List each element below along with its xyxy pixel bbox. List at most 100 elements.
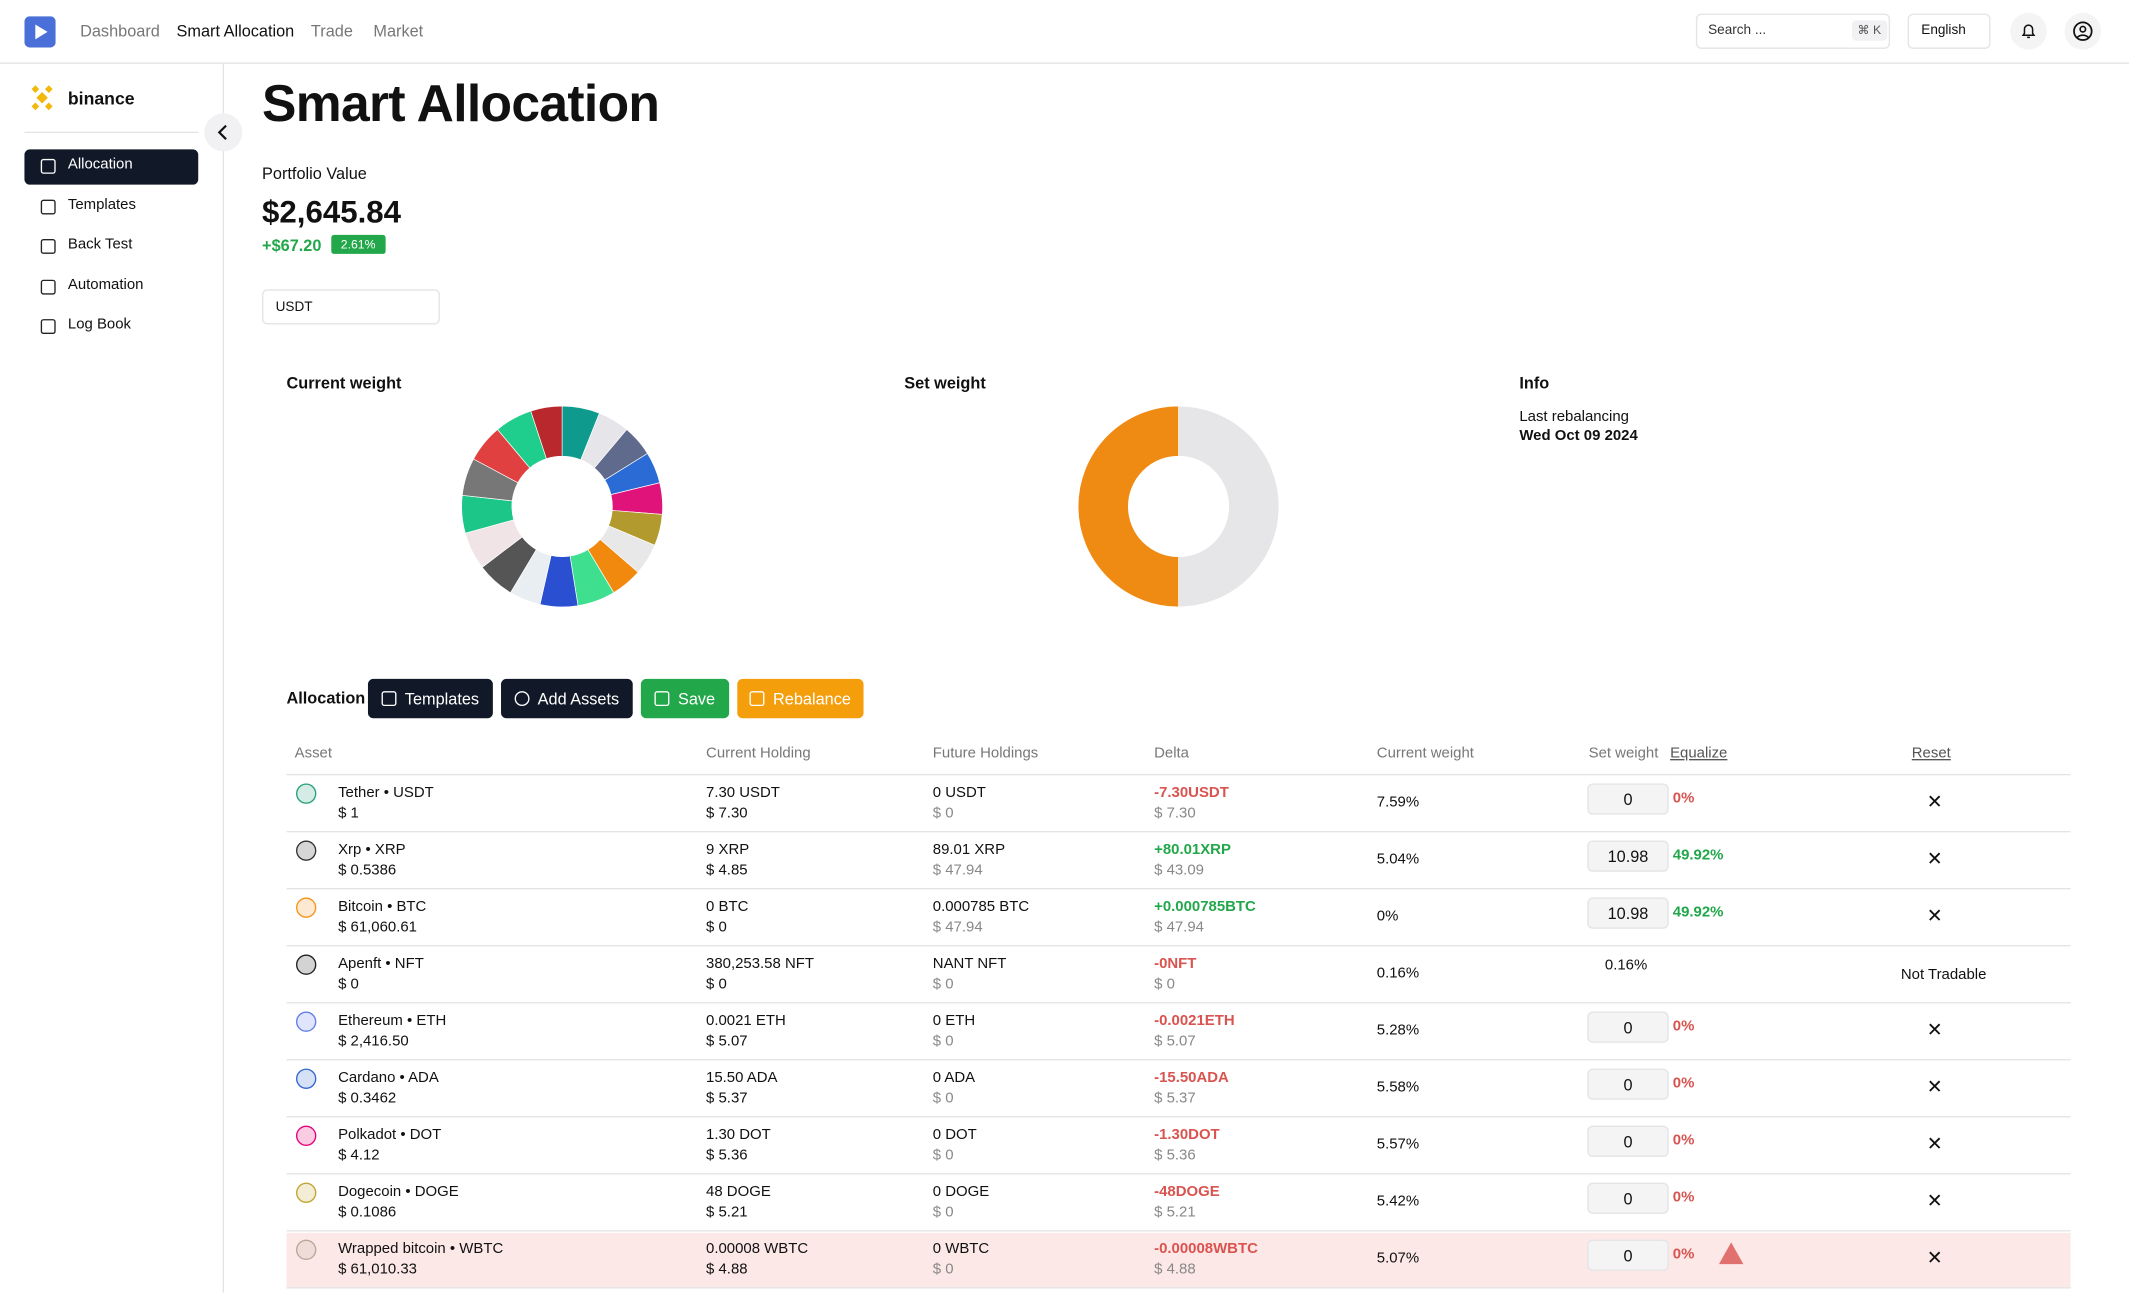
card-title: Current weight	[286, 373, 402, 393]
cell-secondary: $ 61,060.61	[338, 919, 418, 936]
currency-select[interactable]: USDT	[262, 289, 440, 325]
set-weight-pct: 0%	[1672, 1018, 1695, 1035]
button-label: Templates	[404, 689, 480, 709]
cell-secondary: $ 5.36	[1154, 1147, 1196, 1164]
column-header[interactable]: Equalize	[1670, 745, 1728, 762]
cell-secondary: $ 0.3462	[338, 1090, 397, 1107]
column-header[interactable]: Reset	[1911, 745, 1951, 762]
row-divider	[286, 1173, 2071, 1175]
button-icon	[654, 691, 670, 707]
currency-label: USDT	[275, 300, 313, 316]
donut-segment	[530, 405, 563, 460]
sidebar-link[interactable]: Automation	[67, 276, 144, 294]
sidebar-icon	[40, 238, 56, 254]
set-weight-input[interactable]: 10.98	[1587, 897, 1669, 929]
cell-secondary: $ 47.94	[932, 919, 983, 936]
cell-primary: -1.30DOT	[1154, 1126, 1220, 1144]
set-weight-input[interactable]: 0	[1587, 783, 1669, 815]
set-weight-input[interactable]: 0	[1587, 1182, 1669, 1214]
cell-secondary: $ 0	[706, 976, 727, 993]
search-box[interactable]: Search ... ⌘ K	[1695, 13, 1891, 49]
notifications-button[interactable]	[2010, 12, 2048, 50]
cell-secondary: $ 0	[932, 1090, 954, 1107]
button-label: Save	[677, 689, 716, 709]
remove-button[interactable]: ✕	[1926, 1246, 1943, 1269]
collapse-button[interactable]	[204, 113, 243, 152]
cell-primary: 0 ADA	[932, 1069, 976, 1087]
nav-link[interactable]: Dashboard	[80, 21, 160, 41]
nav-link[interactable]: Smart Allocation	[176, 21, 295, 41]
card	[1495, 358, 2095, 623]
row-divider	[286, 1059, 2071, 1061]
set-weight-text: 0.16%	[1604, 957, 1648, 974]
action-button[interactable]: Save	[640, 678, 730, 719]
action-button[interactable]: Templates	[367, 678, 493, 719]
cell-secondary: $ 0.1086	[338, 1204, 397, 1221]
remove-button[interactable]: ✕	[1926, 1132, 1943, 1155]
set-weight-input[interactable]: 0	[1587, 1011, 1669, 1043]
cell-secondary: $ 47.94	[1154, 919, 1204, 936]
portfolio-change: +$67.20	[262, 236, 322, 256]
cell-secondary: $ 0	[932, 805, 954, 822]
button-icon	[381, 691, 397, 707]
card-title: Info	[1519, 373, 1550, 393]
current-weight: 5.28%	[1376, 1022, 1420, 1039]
set-weight-pct: 0%	[1672, 790, 1695, 807]
column-header: Future Holdings	[932, 745, 1039, 762]
remove-button[interactable]: ✕	[1926, 790, 1943, 812]
sidebar-link[interactable]: Allocation	[67, 156, 133, 173]
user-button[interactable]	[2064, 12, 2102, 50]
sidebar-icon	[40, 279, 56, 295]
sidebar-active-bg	[24, 149, 199, 185]
sidebar-link[interactable]: Log Book	[67, 316, 132, 333]
set-weight-input[interactable]: 0	[1587, 1125, 1669, 1157]
cell-secondary: $ 4.85	[706, 862, 748, 879]
cell-secondary: $ 5.07	[706, 1033, 748, 1050]
action-button[interactable]: Add Assets	[501, 678, 633, 719]
cell-secondary: $ 5.07	[1154, 1033, 1196, 1050]
remove-button[interactable]: ✕	[1926, 1018, 1943, 1041]
current-weight: 5.07%	[1376, 1250, 1420, 1267]
sidebar-link[interactable]: Back Test	[67, 236, 133, 253]
cell-secondary: $ 0	[932, 976, 954, 993]
remove-button[interactable]: ✕	[1926, 847, 1943, 869]
current-weight: 0%	[1376, 908, 1399, 925]
portfolio-change-pct: 2.61%	[331, 234, 385, 254]
cell-primary: -48DOGE	[1154, 1183, 1220, 1201]
sidebar-icon	[40, 158, 56, 174]
app-logo[interactable]	[24, 16, 56, 48]
sidebar-icon	[40, 319, 56, 335]
asset-icon	[295, 1068, 317, 1089]
info-value: Wed Oct 09 2024	[1519, 427, 1638, 444]
asset-icon	[295, 840, 317, 861]
cell-primary: 380,253.58 NFT	[706, 955, 814, 973]
sidebar-link[interactable]: Templates	[67, 196, 136, 214]
cell-primary: -0.0021ETH	[1154, 1012, 1235, 1030]
search-shortcut: ⌘ K	[1852, 20, 1887, 41]
cell-secondary: $ 0	[932, 1147, 954, 1164]
column-header: Current weight	[1376, 745, 1474, 762]
cell-primary: Apenft • NFT	[338, 955, 424, 973]
cell-secondary: $ 0	[1154, 976, 1175, 993]
set-weight-input[interactable]: 0	[1587, 1068, 1669, 1100]
asset-icon	[295, 1011, 317, 1032]
remove-button[interactable]: ✕	[1926, 1189, 1943, 1212]
cell-primary: Ethereum • ETH	[338, 1012, 447, 1030]
language-select[interactable]: English	[1907, 13, 1991, 49]
cell-primary: 0 BTC	[706, 898, 749, 916]
cell-primary: 7.30 USDT	[706, 784, 780, 802]
current-weight: 5.57%	[1376, 1136, 1420, 1153]
remove-button[interactable]: ✕	[1926, 1075, 1943, 1098]
cell-secondary: $ 2,416.50	[338, 1033, 409, 1050]
cell-secondary: $ 4.88	[1154, 1261, 1196, 1278]
row-divider	[286, 1230, 2071, 1232]
set-weight-input[interactable]: 0	[1587, 1239, 1669, 1271]
set-weight-input[interactable]: 10.98	[1587, 840, 1669, 872]
nav-link[interactable]: Market	[373, 21, 424, 41]
action-button[interactable]: Rebalance	[737, 678, 864, 719]
nav-link[interactable]: Trade	[310, 21, 353, 41]
cell-secondary: $ 1	[338, 805, 359, 822]
cell-primary: Dogecoin • DOGE	[338, 1183, 459, 1201]
remove-button[interactable]: ✕	[1926, 904, 1943, 927]
